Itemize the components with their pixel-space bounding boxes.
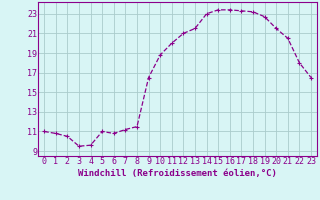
X-axis label: Windchill (Refroidissement éolien,°C): Windchill (Refroidissement éolien,°C) <box>78 169 277 178</box>
